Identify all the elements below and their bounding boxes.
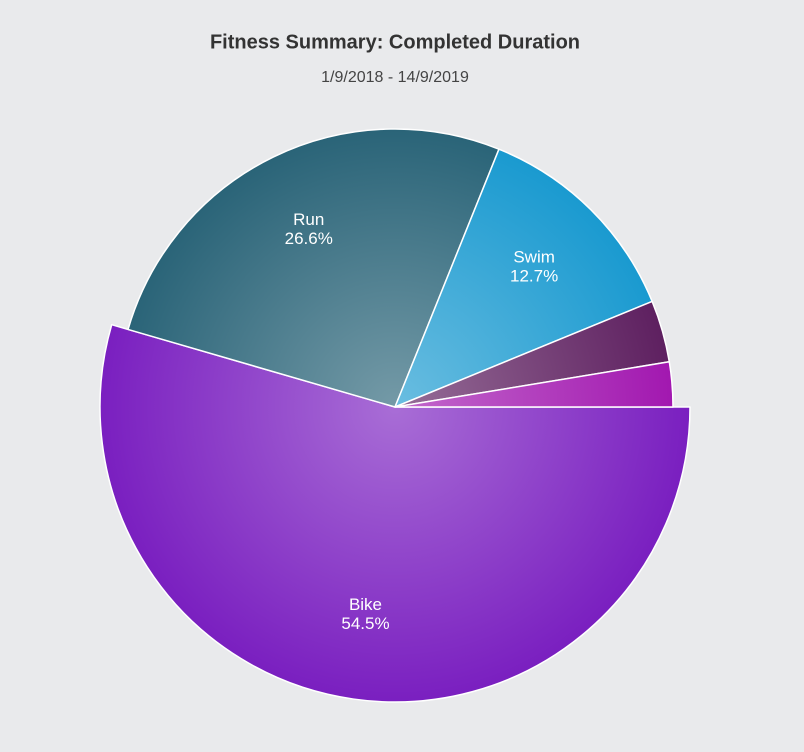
slice-value-label: 12.7%: [510, 266, 558, 285]
chart-subtitle: 1/9/2018 - 14/9/2019: [321, 69, 469, 86]
slice-value-label: 54.5%: [341, 614, 389, 633]
slice-value-label: 26.6%: [285, 229, 333, 248]
slice-label: Swim: [513, 247, 555, 266]
slice-label: Bike: [349, 595, 382, 614]
chart-title: Fitness Summary: Completed Duration: [210, 31, 580, 53]
slice-label: Run: [293, 210, 324, 229]
